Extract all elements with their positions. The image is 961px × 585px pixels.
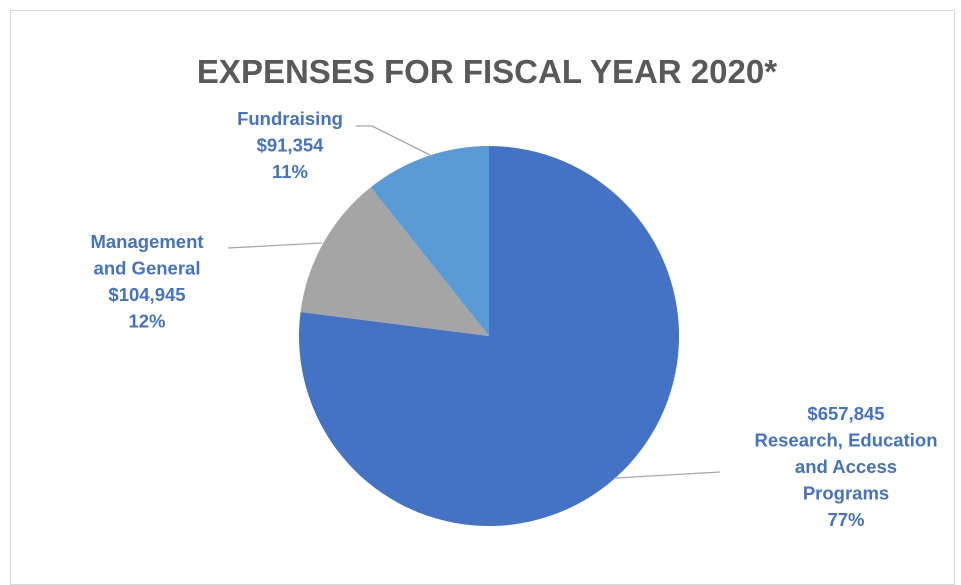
data-label-line: Research, Education	[754, 430, 937, 451]
data-label-line: and General	[94, 258, 201, 279]
data-label-line: 11%	[272, 161, 308, 182]
chart-title: EXPENSES FOR FISCAL YEAR 2020*	[197, 53, 777, 90]
data-label-research: $657,845 Research, Education and Access Pro…	[754, 403, 937, 530]
pie-slices	[299, 146, 680, 526]
data-label-line: Programs	[803, 483, 889, 504]
data-label-line: 77%	[827, 509, 864, 530]
data-label-fundraising: Fundraising $91,354 11%	[237, 108, 343, 182]
leader-lines	[227, 125, 721, 479]
data-labels: $657,845 Research, Education and Access Pro…	[90, 108, 937, 530]
data-label-line: $657,845	[807, 403, 884, 424]
data-label-line: Fundraising	[237, 108, 343, 129]
data-label-management: Management and General $104,945 12%	[90, 231, 203, 332]
data-label-line: and Access	[795, 456, 897, 477]
pie-slice-research	[299, 146, 680, 526]
leader-line-fundraising	[356, 125, 431, 156]
data-label-line: Management	[90, 231, 203, 252]
leader-line-research	[615, 471, 721, 479]
pie-slice-fundraising	[370, 146, 489, 336]
data-label-line: $91,354	[257, 135, 325, 156]
data-label-line: 12%	[128, 311, 165, 332]
data-label-line: $104,945	[108, 284, 185, 305]
pie-slice-management	[300, 187, 489, 336]
leader-line-management	[227, 242, 323, 249]
